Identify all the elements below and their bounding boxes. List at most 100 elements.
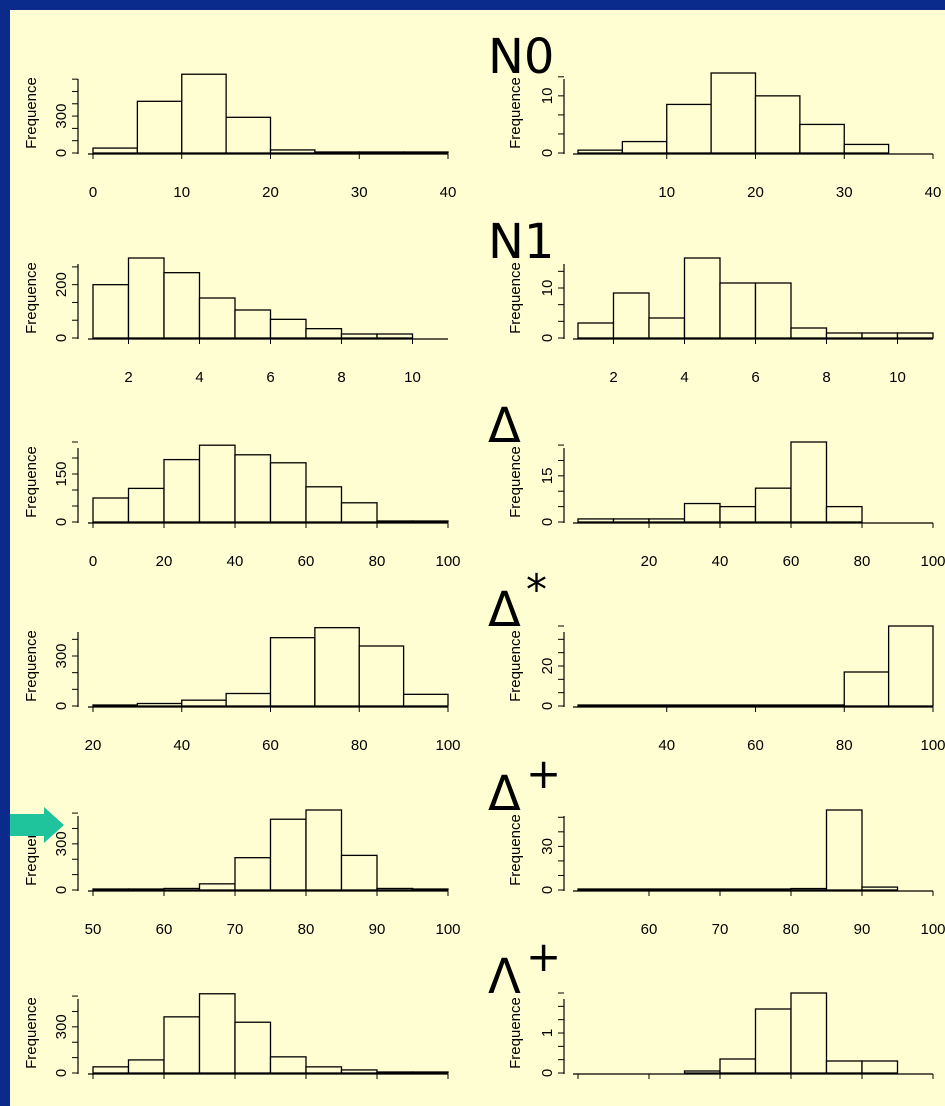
x-tick-label: 90 [369, 921, 386, 938]
x-tick-label: 90 [854, 921, 871, 938]
histogram-5-right: 0 1 Frequence [507, 992, 934, 1079]
x-tick-label: 40 [712, 553, 729, 570]
histogram-bar [719, 1058, 757, 1074]
x-tick-label: 6 [751, 369, 759, 386]
x-tick-label: 80 [854, 553, 871, 570]
y-tick-label: 20 [539, 658, 556, 675]
x-tick-label: 60 [747, 737, 764, 754]
histogram-bar [843, 671, 890, 707]
y-tick-label: 0 [539, 518, 556, 526]
y-axis-label: Frequence [23, 997, 40, 1069]
histogram-bar [683, 257, 721, 339]
x-tick-label: 100 [435, 553, 460, 570]
histogram-bar [376, 887, 414, 891]
row-title-superscript: + [526, 749, 561, 798]
y-tick-label: 0 [539, 1069, 556, 1077]
histogram-bar [790, 992, 828, 1074]
row-title-superscript: + [526, 932, 561, 981]
y-axis-label: Frequence [23, 77, 40, 149]
histogram-bar [825, 809, 863, 891]
row-title-2: Δ [488, 398, 521, 454]
y-axis-label: Frequence [23, 630, 40, 702]
y-axis-label: Frequence [23, 446, 40, 518]
histogram-bar [577, 322, 615, 339]
x-tick-label: 0 [89, 553, 97, 570]
histogram-bar [666, 103, 712, 154]
x-tick-label: 2 [124, 369, 132, 386]
histogram-bar [198, 993, 236, 1074]
x-tick-label: 70 [227, 921, 244, 938]
y-tick-label: 300 [53, 104, 70, 129]
x-tick-label: 80 [298, 921, 315, 938]
x-tick-label: 60 [641, 921, 658, 938]
y-tick-label: 300 [53, 831, 70, 856]
y-tick-label: 0 [53, 886, 70, 894]
row-title-0: N0 [488, 29, 554, 85]
histogram-bar [92, 147, 139, 154]
histogram-bar [843, 143, 890, 154]
y-axis-label: Frequence [507, 446, 524, 518]
y-tick-label: 0 [53, 149, 70, 157]
y-tick-label: 0 [539, 886, 556, 894]
histogram-5-left: 0 300 Frequence [23, 993, 449, 1079]
histogram-bar [376, 1071, 414, 1074]
histogram-bar [887, 625, 934, 707]
histogram-3-right: 40 60 80 100 0 20 Frequence [507, 625, 945, 754]
x-tick-label: 30 [836, 184, 853, 201]
histogram-bar [198, 444, 236, 523]
histogram-2-left: 0 20 40 60 80 100 0 150 Frequence [23, 441, 461, 570]
histogram-bar [181, 699, 227, 707]
y-tick-label: 150 [53, 461, 70, 486]
y-tick-label: 0 [539, 334, 556, 342]
histogram-bar [648, 317, 686, 339]
y-tick-label: 10 [539, 88, 556, 105]
row-title-text: Δ [488, 766, 521, 822]
row-title-text: Δ [488, 398, 521, 454]
y-tick-label: 1 [539, 1029, 556, 1037]
histogram-bar [305, 809, 343, 891]
slide: N0 N1 Δ Δ * Δ + Λ +0 10 20 30 40 0 300 Frequence 10 20 30 4… [10, 10, 945, 1106]
row-title-3: Δ * [488, 565, 547, 638]
histogram-bar [269, 637, 316, 707]
histogram-bar [719, 505, 757, 523]
x-tick-label: 0 [89, 184, 97, 201]
x-tick-label: 10 [173, 184, 190, 201]
histogram-bar [127, 257, 165, 339]
histogram-bar [402, 151, 449, 154]
histogram-bar [163, 458, 201, 523]
y-axis-label: Frequence [23, 262, 40, 334]
x-tick-label: 50 [85, 921, 102, 938]
histogram-bar [754, 487, 792, 523]
histogram-bar [577, 704, 845, 707]
y-tick-label: 300 [53, 1014, 70, 1039]
histogram-2-right: 20 40 60 80 100 0 15 Frequence [507, 441, 945, 570]
x-tick-label: 30 [351, 184, 368, 201]
x-tick-label: 10 [404, 369, 421, 386]
x-tick-label: 20 [747, 184, 764, 201]
x-tick-label: 80 [783, 921, 800, 938]
histogram-bar [621, 140, 668, 154]
y-tick-label: 30 [539, 838, 556, 855]
histogram-bar [754, 282, 792, 339]
y-axis-label: Frequence [23, 814, 40, 886]
x-tick-label: 40 [173, 737, 190, 754]
histogram-bar [305, 328, 343, 339]
histogram-bar [340, 502, 378, 523]
x-tick-label: 100 [435, 737, 460, 754]
histogram-bar [577, 888, 792, 891]
x-tick-label: 8 [822, 369, 830, 386]
histogram-bar [92, 497, 130, 523]
histogram-bar [648, 518, 686, 523]
histogram-0-left: 0 10 20 30 40 0 300 Frequence [23, 73, 456, 201]
histogram-bar [340, 854, 378, 891]
histogram-bar [136, 702, 183, 707]
histogram-bar [269, 149, 316, 154]
x-tick-label: 4 [195, 369, 203, 386]
y-tick-label: 0 [53, 334, 70, 342]
x-tick-label: 70 [712, 921, 729, 938]
histogram-bar [314, 151, 360, 154]
x-tick-label: 60 [262, 737, 279, 754]
histogram-bar [127, 487, 165, 523]
histogram-bar [754, 1008, 792, 1074]
x-tick-label: 40 [227, 553, 244, 570]
